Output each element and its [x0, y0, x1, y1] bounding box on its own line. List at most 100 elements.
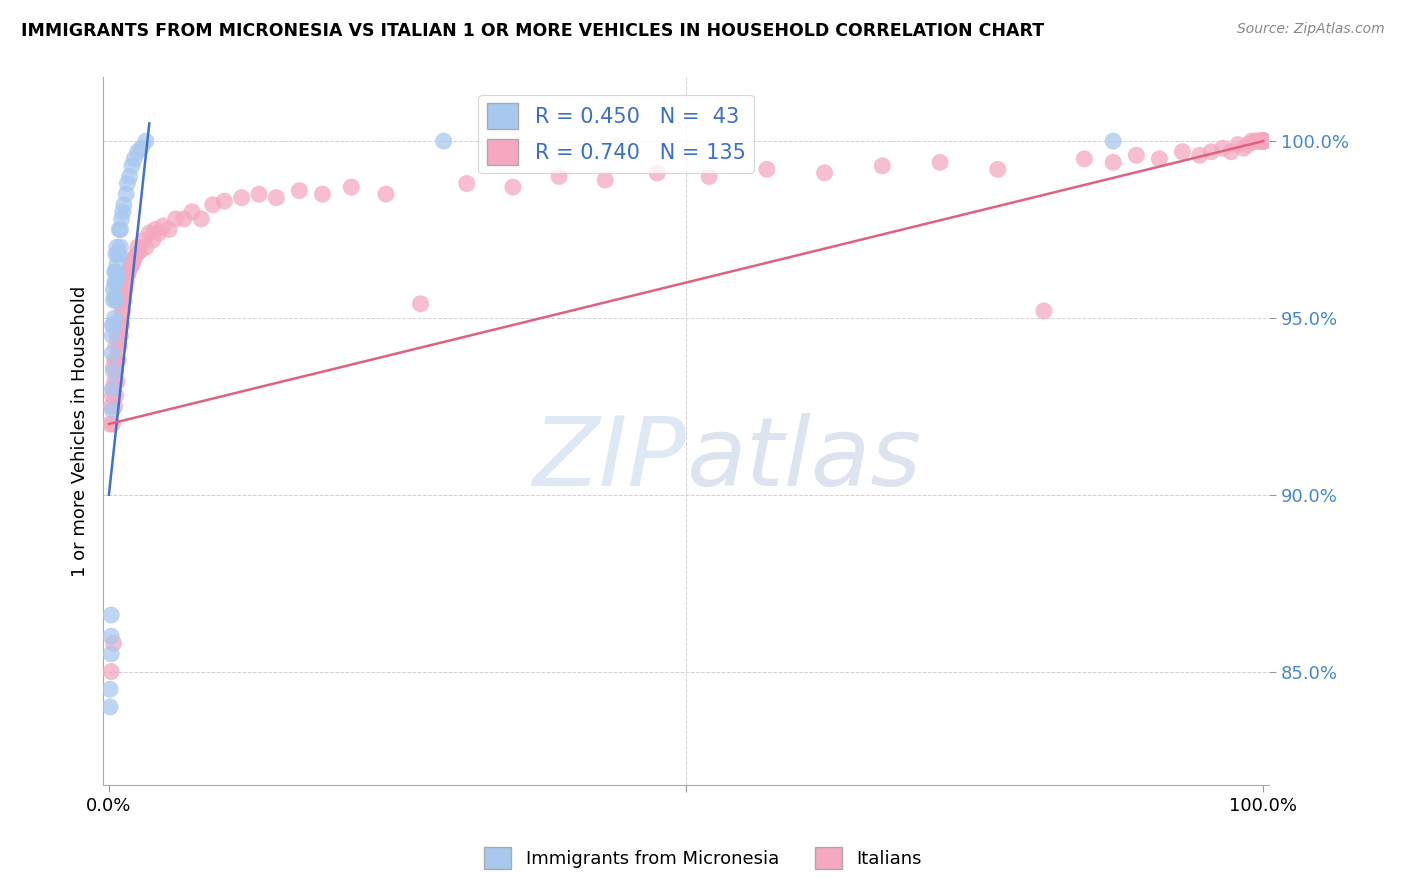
Point [101, 318, 124, 332]
Point [124, 152, 146, 166]
Point [1251, 134, 1274, 148]
Point [104, 389, 127, 403]
Point [111, 204, 134, 219]
Point [124, 251, 146, 265]
Point [1251, 134, 1274, 148]
Point [107, 353, 129, 368]
Point [1251, 134, 1274, 148]
Point [103, 318, 125, 332]
Point [105, 258, 128, 272]
Point [1251, 134, 1274, 148]
Point [1251, 134, 1274, 148]
Point [288, 184, 311, 198]
Point [110, 290, 132, 304]
Point [129, 141, 152, 155]
Point [105, 240, 128, 254]
Point [152, 219, 174, 233]
Point [1251, 134, 1274, 148]
Point [104, 364, 127, 378]
Point [101, 417, 124, 431]
Point [1244, 134, 1267, 148]
Point [214, 194, 236, 209]
Point [173, 211, 195, 226]
Point [142, 233, 165, 247]
Point [101, 346, 124, 360]
Point [157, 222, 180, 236]
Point [98, 700, 121, 714]
Point [201, 198, 224, 212]
Point [1251, 134, 1274, 148]
Point [1251, 134, 1274, 148]
Point [1251, 134, 1274, 148]
Point [111, 286, 134, 301]
Point [1251, 134, 1274, 148]
Point [247, 187, 270, 202]
Point [98, 682, 121, 697]
Point [1171, 145, 1194, 159]
Point [100, 665, 122, 679]
Point [1251, 134, 1274, 148]
Point [165, 211, 187, 226]
Point [1251, 134, 1274, 148]
Point [1251, 134, 1274, 148]
Point [104, 265, 127, 279]
Point [1125, 148, 1147, 162]
Point [1251, 134, 1274, 148]
Legend: R = 0.450   N =  43, R = 0.740   N = 135: R = 0.450 N = 43, R = 0.740 N = 135 [478, 95, 754, 173]
Point [100, 400, 122, 414]
Point [120, 258, 142, 272]
Point [110, 318, 132, 332]
Point [1233, 141, 1256, 155]
Point [135, 134, 157, 148]
Point [1251, 134, 1274, 148]
Point [1249, 134, 1271, 148]
Point [1251, 134, 1274, 148]
Point [117, 177, 139, 191]
Point [132, 233, 155, 247]
Point [135, 240, 157, 254]
Point [115, 276, 138, 290]
Point [1251, 134, 1274, 148]
Point [433, 134, 456, 148]
Point [118, 261, 141, 276]
Point [1251, 134, 1274, 148]
Point [110, 211, 132, 226]
Point [593, 173, 616, 187]
Point [117, 265, 139, 279]
Point [548, 169, 571, 184]
Point [104, 310, 127, 325]
Point [104, 276, 127, 290]
Point [1251, 134, 1274, 148]
Point [374, 187, 396, 202]
Point [1240, 134, 1263, 148]
Point [103, 293, 125, 308]
Point [122, 254, 145, 268]
Point [1251, 134, 1274, 148]
Point [813, 166, 835, 180]
Point [1251, 134, 1274, 148]
Point [108, 318, 131, 332]
Point [110, 222, 132, 236]
Point [1246, 134, 1268, 148]
Point [1149, 152, 1171, 166]
Text: IMMIGRANTS FROM MICRONESIA VS ITALIAN 1 OR MORE VEHICLES IN HOUSEHOLD CORRELATIO: IMMIGRANTS FROM MICRONESIA VS ITALIAN 1 … [21, 22, 1045, 40]
Point [1251, 134, 1274, 148]
Point [100, 629, 122, 643]
Point [110, 310, 132, 325]
Point [1251, 134, 1274, 148]
Point [104, 247, 127, 261]
Point [1251, 134, 1274, 148]
Point [231, 191, 253, 205]
Point [1251, 134, 1274, 148]
Point [148, 226, 170, 240]
Point [104, 290, 127, 304]
Point [1251, 134, 1274, 148]
Point [108, 222, 131, 236]
Point [1226, 137, 1249, 152]
Point [112, 293, 135, 308]
Point [1073, 152, 1095, 166]
Point [121, 159, 143, 173]
Point [987, 162, 1010, 177]
Point [1251, 134, 1274, 148]
Point [105, 353, 128, 368]
